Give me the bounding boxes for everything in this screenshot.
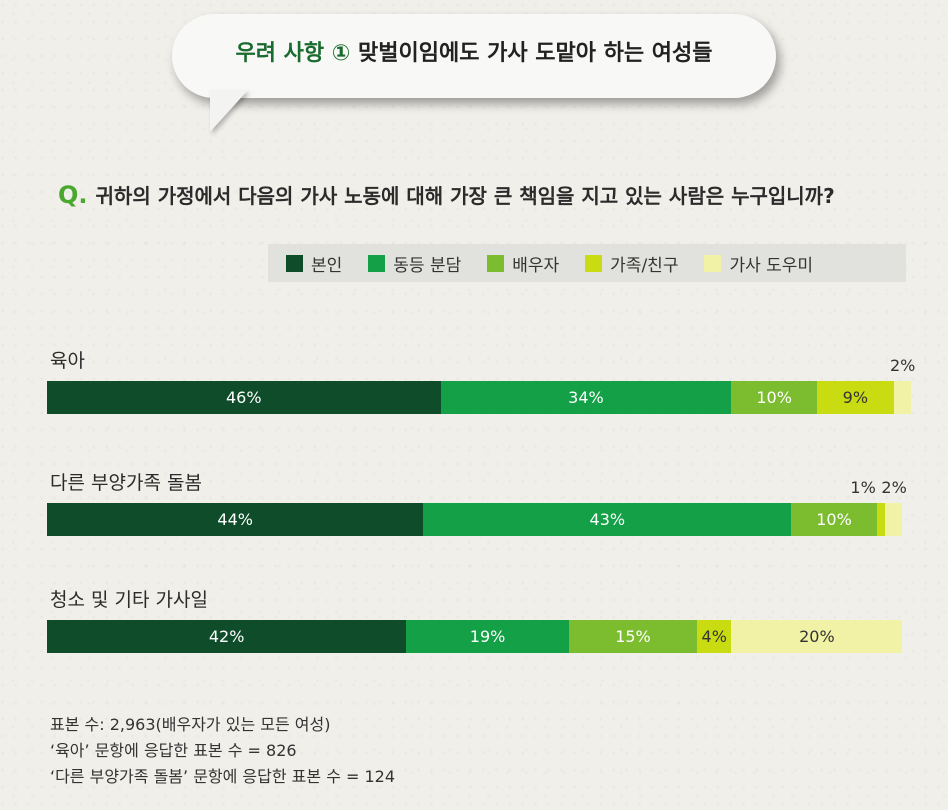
legend-item: 가사 도우미 xyxy=(704,251,813,276)
legend-label: 배우자 xyxy=(512,255,560,276)
legend-swatch xyxy=(704,254,722,272)
question: Q. 귀하의 가정에서 다음의 가사 노동에 대해 가장 큰 책임을 지고 있는 … xyxy=(58,180,835,209)
bar-segment: 19% xyxy=(406,620,569,653)
category-label: 다른 부양가족 돌봄 xyxy=(50,472,202,494)
legend-label: 가족/친구 xyxy=(610,255,679,276)
category-label: 청소 및 기타 가사일 xyxy=(50,589,208,611)
data-label-outside: 2% xyxy=(881,478,907,497)
bar-segment: 15% xyxy=(568,620,698,653)
note-line: ‘다른 부양가족 돌봄’ 문항에 응답한 표본 수 = 124 xyxy=(50,767,396,786)
legend-item: 동등 분담 xyxy=(368,251,461,276)
bar-segment: 42% xyxy=(47,620,407,653)
bar-row: 46% 34% 10% 9% xyxy=(47,381,911,414)
bar-segment xyxy=(885,503,903,536)
title-text: 우려 사항 ① 맞벌이임에도 가사 도맡아 하는 여성들 xyxy=(172,14,776,98)
title-lead: 우려 사항 ① xyxy=(235,41,351,66)
legend-label: 가사 도우미 xyxy=(729,255,814,276)
note-line: ‘육아’ 문항에 응답한 표본 수 = 826 xyxy=(50,741,297,760)
legend-label: 본인 xyxy=(311,255,343,276)
data-label-outside: 2% xyxy=(889,356,916,375)
legend-label: 동등 분담 xyxy=(393,255,462,276)
title-bubble: 우려 사항 ① 맞벌이임에도 가사 도맡아 하는 여성들 xyxy=(172,14,776,98)
category-label: 육아 xyxy=(50,350,85,372)
bar-row: 44% 43% 10% xyxy=(47,503,911,536)
bar-segment: 10% xyxy=(731,381,817,414)
question-text: 귀하의 가정에서 다음의 가사 노동에 대해 가장 큰 책임을 지고 있는 사람… xyxy=(95,184,835,208)
bar-segment: 10% xyxy=(791,503,877,536)
bar-segment: 43% xyxy=(423,503,792,536)
legend-item: 가족/친구 xyxy=(585,251,678,276)
legend-swatch xyxy=(286,254,303,272)
legend: 본인 동등 분담 배우자 가족/친구 가사 도우미 xyxy=(268,244,906,282)
bar-segment xyxy=(876,503,886,536)
legend-swatch xyxy=(585,254,603,272)
bar-row: 42% 19% 15% 4% 20% xyxy=(47,620,911,653)
question-prefix: Q. xyxy=(58,181,88,209)
bar-segment: 46% xyxy=(47,381,441,414)
bubble-tail xyxy=(210,90,248,132)
data-label-outside: 1% xyxy=(850,478,876,497)
bar-segment: 44% xyxy=(47,503,424,536)
title-main: 맞벌이임에도 가사 도맡아 하는 여성들 xyxy=(358,41,713,66)
note-line: 표본 수: 2,963(배우자가 있는 모든 여성) xyxy=(50,715,331,734)
bar-segment xyxy=(893,381,911,414)
bar-segment: 4% xyxy=(697,620,732,653)
bar-segment: 9% xyxy=(816,381,894,414)
sample-notes: 표본 수: 2,963(배우자가 있는 모든 여성) ‘육아’ 문항에 응답한 … xyxy=(50,712,395,790)
legend-item: 배우자 xyxy=(487,251,559,276)
bar-segment: 34% xyxy=(440,381,732,414)
legend-item: 본인 xyxy=(286,251,342,276)
legend-swatch xyxy=(368,254,386,272)
bar-segment: 20% xyxy=(731,620,903,653)
legend-swatch xyxy=(487,254,505,272)
